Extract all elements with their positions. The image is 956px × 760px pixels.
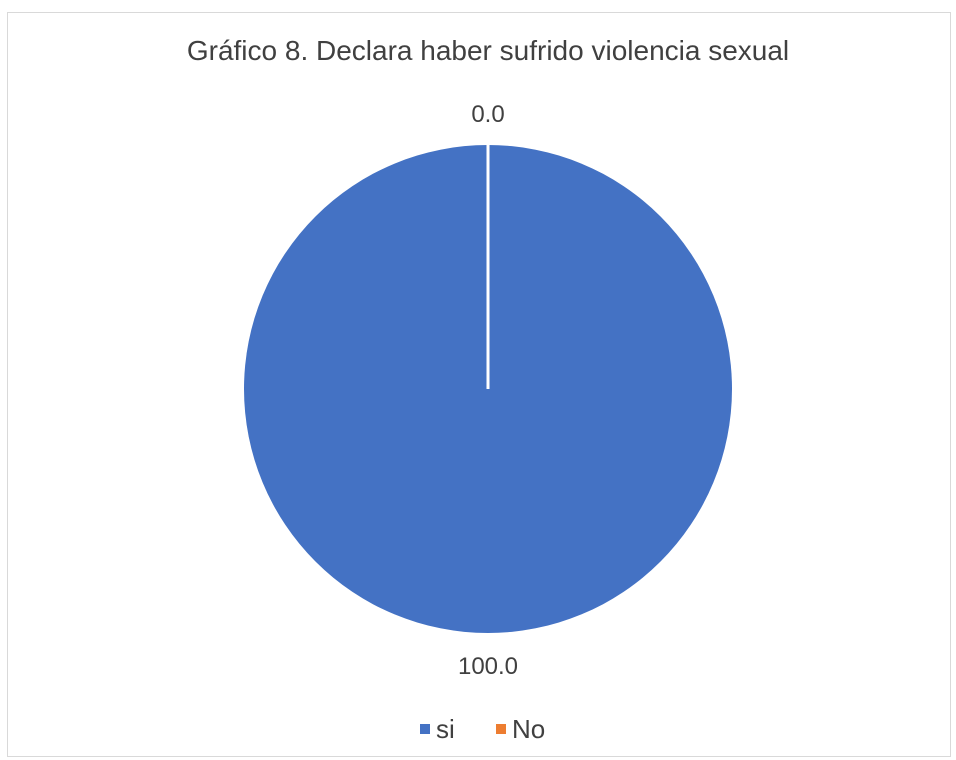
legend-swatch-no — [496, 724, 506, 734]
pie-data-labels: 100.0 0.0 — [458, 101, 518, 680]
pie-slices — [244, 145, 732, 633]
legend-label-no: No — [512, 714, 545, 744]
data-label-no: 0.0 — [471, 101, 504, 128]
legend-swatch-si — [420, 724, 430, 734]
legend: si No — [420, 714, 545, 744]
chart-title: Gráfico 8. Declara haber sufrido violenc… — [187, 35, 789, 66]
legend-label-si: si — [436, 714, 455, 744]
data-label-si: 100.0 — [458, 653, 518, 680]
